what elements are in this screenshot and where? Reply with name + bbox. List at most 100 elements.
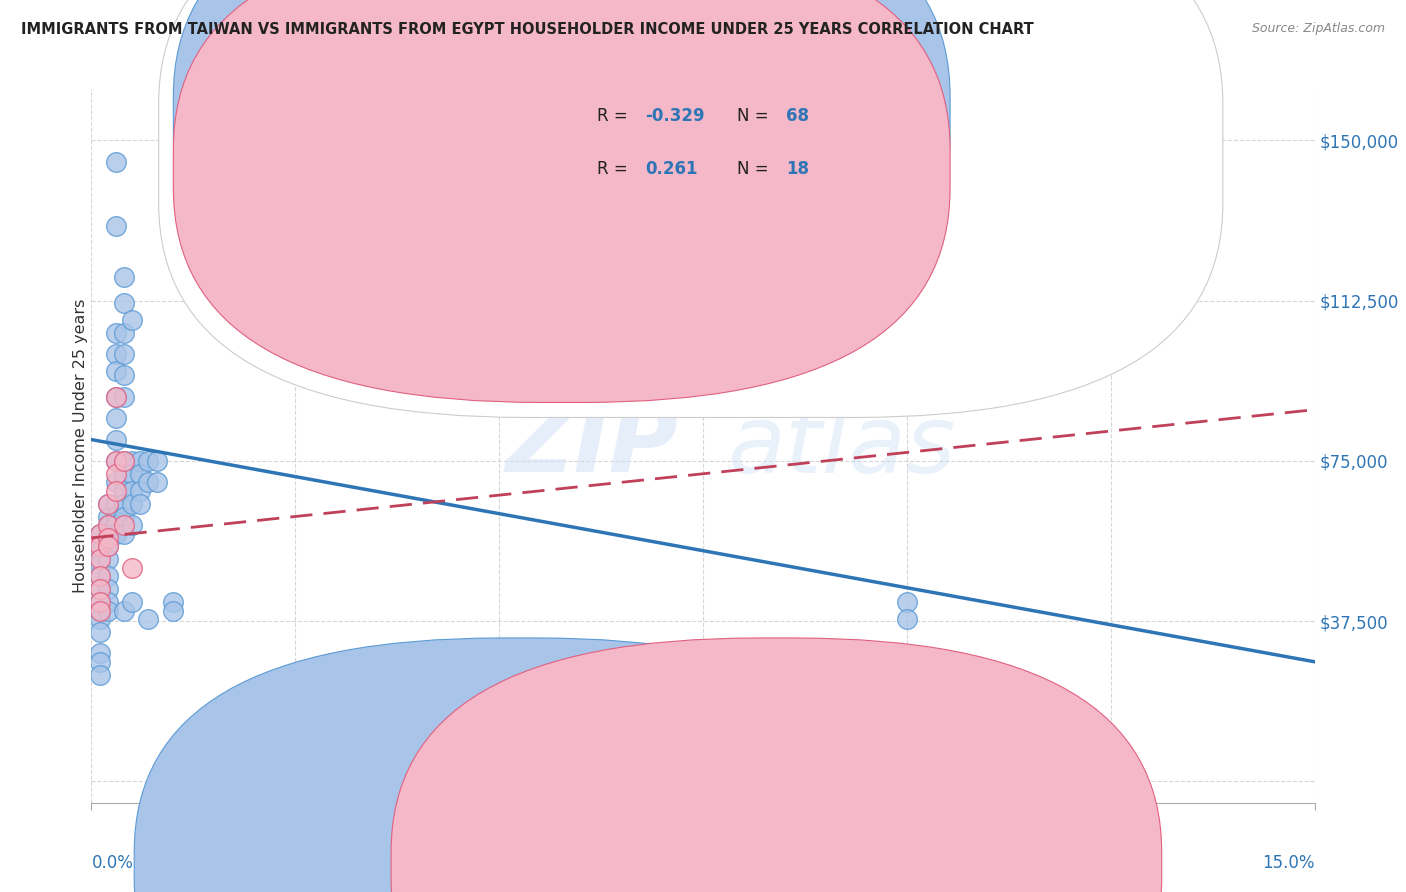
Point [89, 595, 111, 609]
Point [104, 411, 127, 425]
Point [129, 497, 152, 511]
Point [162, 595, 184, 609]
Point [112, 326, 135, 340]
Point [1099, 731, 1122, 746]
Point [97, 526, 120, 541]
Point [97, 540, 120, 554]
Point [121, 313, 143, 327]
Point [104, 467, 127, 481]
Point [89, 526, 111, 541]
Point [129, 467, 152, 481]
Point [89, 646, 111, 660]
Point [97, 540, 120, 554]
Point [112, 390, 135, 404]
Text: N =: N = [737, 160, 775, 178]
Point [896, 612, 918, 626]
Point [89, 552, 111, 566]
Point [89, 667, 111, 681]
Point [162, 603, 184, 617]
Point [89, 655, 111, 669]
Point [112, 497, 135, 511]
Point [112, 454, 135, 468]
Point [97, 518, 120, 533]
Point [112, 483, 135, 498]
Point [104, 509, 127, 524]
Point [112, 509, 135, 524]
Point [104, 219, 127, 233]
Point [121, 467, 143, 481]
FancyBboxPatch shape [159, 0, 1223, 417]
Point [112, 296, 135, 310]
Point [97, 603, 120, 617]
Point [104, 390, 127, 404]
Point [89, 624, 111, 639]
Text: 0.261: 0.261 [645, 160, 697, 178]
Point [138, 612, 160, 626]
Point [97, 509, 120, 524]
Point [112, 603, 135, 617]
Text: atlas: atlas [727, 401, 956, 491]
Point [104, 154, 127, 169]
Point [112, 467, 135, 481]
Point [89, 526, 111, 541]
FancyBboxPatch shape [173, 0, 950, 402]
Point [97, 518, 120, 533]
Point [112, 526, 135, 541]
Point [104, 326, 127, 340]
Text: Immigrants from Taiwan: Immigrants from Taiwan [547, 856, 731, 871]
Point [121, 483, 143, 498]
Point [121, 561, 143, 575]
Point [145, 475, 167, 490]
Point [104, 454, 127, 468]
FancyBboxPatch shape [391, 638, 1161, 892]
Point [89, 569, 111, 583]
Point [104, 497, 127, 511]
Point [89, 582, 111, 596]
Text: Immigrants from Egypt: Immigrants from Egypt [803, 856, 980, 871]
Point [129, 483, 152, 498]
Point [97, 531, 120, 545]
Point [112, 368, 135, 383]
Point [97, 582, 120, 596]
Point [121, 454, 143, 468]
FancyBboxPatch shape [173, 0, 950, 350]
Point [112, 347, 135, 361]
Text: ZIP: ZIP [506, 400, 679, 492]
Text: 0.0%: 0.0% [91, 854, 134, 872]
Point [89, 603, 111, 617]
Text: 15.0%: 15.0% [1263, 854, 1315, 872]
Point [138, 454, 160, 468]
FancyBboxPatch shape [134, 638, 905, 892]
Point [97, 595, 120, 609]
Text: IMMIGRANTS FROM TAIWAN VS IMMIGRANTS FROM EGYPT HOUSEHOLDER INCOME UNDER 25 YEAR: IMMIGRANTS FROM TAIWAN VS IMMIGRANTS FRO… [21, 22, 1033, 37]
Point [896, 595, 918, 609]
Text: 68: 68 [786, 107, 810, 125]
Point [104, 347, 127, 361]
Text: -0.329: -0.329 [645, 107, 706, 125]
Point [97, 497, 120, 511]
Point [145, 454, 167, 468]
Text: Source: ZipAtlas.com: Source: ZipAtlas.com [1251, 22, 1385, 36]
Point [104, 390, 127, 404]
Point [121, 595, 143, 609]
Point [104, 483, 127, 498]
Point [121, 518, 143, 533]
Y-axis label: Householder Income Under 25 years: Householder Income Under 25 years [73, 299, 87, 593]
Point [89, 543, 111, 558]
Point [89, 603, 111, 617]
Point [89, 595, 111, 609]
Text: R =: R = [596, 160, 633, 178]
Point [89, 557, 111, 571]
Text: R =: R = [596, 107, 633, 125]
Point [97, 497, 120, 511]
Point [104, 475, 127, 490]
Text: N =: N = [737, 107, 775, 125]
Point [112, 270, 135, 285]
Point [104, 526, 127, 541]
Point [89, 540, 111, 554]
Point [129, 454, 152, 468]
Point [121, 497, 143, 511]
Point [112, 454, 135, 468]
Point [97, 552, 120, 566]
Point [89, 569, 111, 583]
